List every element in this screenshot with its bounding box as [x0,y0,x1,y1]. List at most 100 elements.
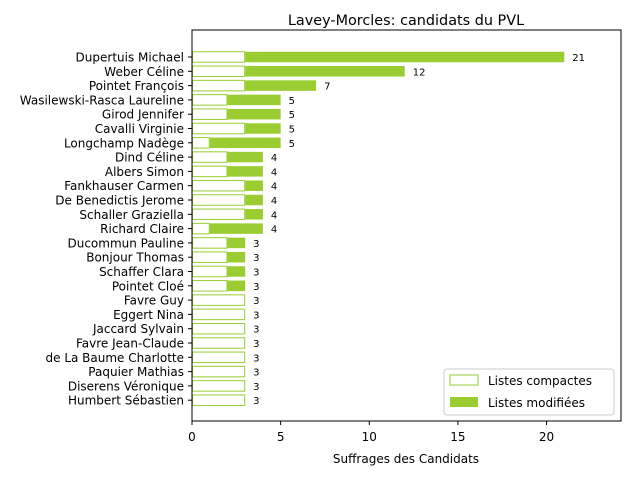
y-tick-label: Pointet Cloé [112,279,184,293]
y-tick-label: Paquier Mathias [88,365,184,379]
data-label: 4 [271,153,277,164]
bar-compactes [192,251,228,263]
bar-compactes [192,365,246,378]
data-label: 5 [289,125,295,136]
y-tick-label: Albers Simon [105,165,184,179]
y-tick-label: Eggert Nina [113,308,184,322]
bar-compactes [192,308,246,321]
y-tick-label: Schaffer Clara [99,265,184,279]
bar-modifiees [245,66,405,77]
data-label: 3 [253,282,259,293]
y-tick-label: Favre Guy [124,294,184,308]
bar-compactes [192,79,246,92]
bar-compactes [192,222,210,235]
bar-compactes [192,280,228,292]
y-tick-label: Diserens Véronique [68,379,184,393]
bar-compactes [192,108,228,120]
data-label: 4 [271,210,277,221]
data-label: 5 [289,110,295,121]
data-label: 3 [253,310,259,321]
legend: Listes compactes Listes modifiées [443,368,615,416]
bar-modifiees [227,251,246,263]
data-label: 3 [253,296,259,307]
bar-modifiees [245,123,281,134]
y-tick-label: Pointet François [89,79,184,93]
bar-compactes [192,65,246,78]
x-tick-label: 0 [188,430,196,444]
y-tick-label: Favre Jean-Claude [76,337,184,351]
legend-label-modifiees: Listes modifiées [488,396,585,410]
bar-modifiees [245,51,565,63]
data-label: 3 [253,396,259,407]
bar-modifiees [245,194,263,206]
y-tick-label: Bonjour Thomas [86,251,184,265]
y-tick-label: Cavalli Virginie [95,122,184,136]
bar-compactes [192,194,246,206]
y-tick-label: Fankhauser Carmen [64,179,184,193]
chart-title: Lavey-Morcles: candidats du PVL [288,13,524,29]
data-label: 4 [271,225,277,236]
y-tick-label: Girod Jennifer [102,108,184,122]
x-tick-label: 10 [362,430,377,444]
bar-modifiees [209,137,281,149]
bar-modifiees [227,166,263,177]
data-label: 3 [253,239,259,250]
y-tick-label: De Benedictis Jerome [55,194,184,208]
y-tick-label: de La Baume Charlotte [46,351,185,365]
data-label: 3 [253,268,259,279]
bar-compactes [192,165,228,178]
y-tick-label: Schaller Graziella [79,208,184,222]
legend-swatch-compactes [449,374,479,386]
bar-modifiees [227,237,246,249]
bar-compactes [192,51,246,63]
bar-compactes [192,237,228,249]
bar-compactes [192,380,246,392]
bar-modifiees [227,280,246,292]
data-label: 7 [324,82,330,93]
bar-compactes [192,294,246,306]
data-label: 4 [271,196,277,207]
data-label: 3 [253,339,259,350]
data-label: 4 [271,167,277,178]
x-axis-label: Suffrages des Candidats [333,452,479,466]
bar-compactes [192,265,228,278]
x-tick-label: 20 [539,430,554,444]
data-label: 3 [253,325,259,336]
bar-compactes [192,122,246,135]
bar-modifiees [209,223,263,234]
data-label: 5 [289,139,295,150]
bar-modifiees [227,151,263,163]
data-label: 3 [253,253,259,264]
data-label: 3 [253,368,259,379]
y-tick-label: Humbert Sébastien [68,394,184,408]
bar-modifiees [227,266,246,277]
legend-box [443,368,615,416]
data-label: 12 [413,67,426,78]
bar-compactes [192,322,246,335]
plot-area: 21 12 7 5 5 5 5 4 4 4 4 4 4 3 3 3 3 3 3 3 3 3 3 3 3 [192,51,585,407]
data-label: 4 [271,182,277,193]
plot-frame [191,29,622,422]
bar-modifiees [227,108,281,120]
x-axis: 0 5 10 15 20 [188,421,554,444]
y-tick-label: Dind Céline [115,151,184,165]
legend-swatch-modifiees [450,397,478,407]
bar-compactes [192,337,246,349]
bar-compactes [192,394,246,406]
bar-compactes [192,94,228,106]
data-label: 5 [289,96,295,107]
x-tick-label: 5 [277,430,285,444]
data-label: 3 [253,382,259,393]
bar-modifiees [245,209,263,220]
y-tick-label: Dupertuis Michael [76,51,184,65]
data-label: 21 [572,53,585,64]
bar-modifiees [227,94,281,106]
legend-label-compactes: Listes compactes [488,374,592,388]
bar-compactes [192,137,210,149]
bar-modifiees [245,80,317,91]
y-tick-label: Longchamp Nadège [64,136,184,150]
bar-compactes [192,151,228,163]
bar-modifiees [245,180,263,191]
y-tick-label: Ducommun Pauline [67,236,184,250]
bar-compactes [192,351,246,364]
